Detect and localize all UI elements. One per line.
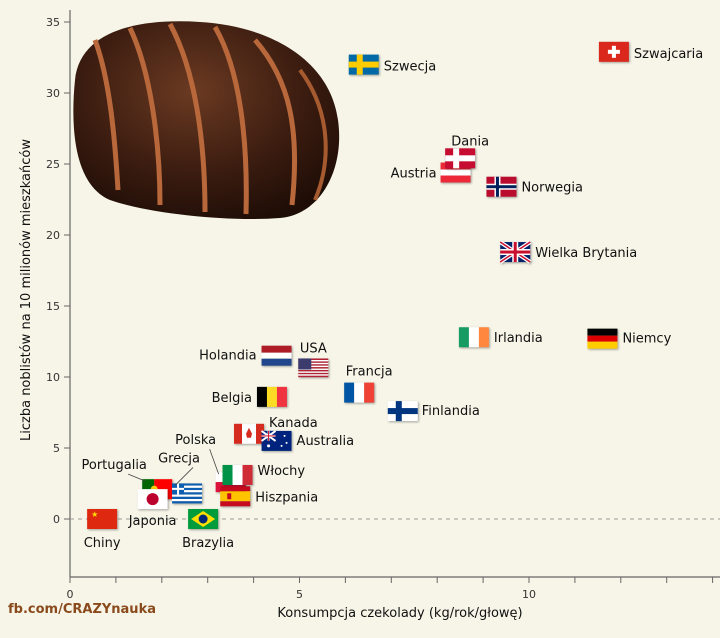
flag-marker-gr [172, 483, 203, 504]
flag-marker-se [348, 54, 379, 75]
point-label: Finlandia [422, 404, 480, 419]
point-label: Brazylia [182, 536, 234, 551]
flag-marker-dk [445, 148, 476, 169]
point-label: Szwecja [384, 60, 436, 75]
leader-line [128, 473, 146, 482]
y-tick-label: 15 [46, 300, 60, 313]
point-label: Hiszpania [255, 490, 318, 505]
flag-marker-fr [344, 382, 375, 403]
point-label: Szwajcaria [634, 47, 703, 62]
leader-line [209, 448, 220, 475]
x-tick-label: 10 [522, 588, 536, 601]
flag-marker-es [220, 486, 251, 507]
point-label: Kanada [269, 416, 318, 431]
flag-marker-br [188, 509, 219, 529]
y-tick-label: 20 [46, 229, 60, 242]
point-label: Dania [451, 134, 489, 149]
leader-line [174, 467, 194, 486]
flag-marker-jp [137, 489, 168, 510]
chocolate-praline-image [73, 21, 340, 220]
point-label: Chiny [84, 536, 121, 551]
y-tick-label: 25 [46, 158, 60, 171]
point-label: Belgia [212, 391, 252, 406]
point-label: Niemcy [622, 332, 671, 347]
y-tick-label: 0 [53, 513, 60, 526]
flag-marker-ca [234, 423, 265, 444]
flag-marker-be [256, 386, 287, 407]
point-label: Norwegia [521, 181, 582, 196]
point-label: Grecja [158, 451, 200, 466]
y-tick-label: 10 [46, 371, 60, 384]
point-label: Wielka Brytania [535, 246, 637, 261]
y-tick-label: 35 [46, 16, 60, 29]
flag-marker-au [260, 430, 292, 451]
point-label: Australia [297, 434, 355, 449]
point-label: Portugalia [81, 458, 146, 473]
y-tick-label: 30 [46, 87, 60, 100]
svg-text:★: ★ [91, 510, 98, 519]
flag-marker-gb [499, 240, 532, 264]
point-label: Francja [346, 365, 393, 380]
flag-marker-nl [261, 345, 292, 366]
point-label: USA [300, 341, 327, 356]
point-label: Włochy [258, 464, 306, 479]
flag-marker-fi [387, 401, 418, 422]
point-label: Polska [175, 433, 216, 448]
flag-marker-us [298, 358, 329, 378]
x-tick-label: 5 [296, 588, 303, 601]
credit-link[interactable]: fb.com/CRAZYnauka [8, 602, 156, 617]
flag-marker-no [486, 176, 517, 197]
flag-marker-de [587, 328, 618, 349]
flag-marker-it [222, 464, 253, 485]
x-axis-title: Konsumpcja czekolady (kg/rok/głowę) [277, 606, 522, 621]
point-label: Austria [391, 167, 437, 182]
flag-marker-ch [598, 41, 629, 62]
flag-marker-ie [458, 327, 489, 348]
point-label: Irlandia [494, 331, 543, 346]
y-axis-title: Liczba noblistów na 10 milionów mieszkań… [19, 139, 34, 441]
x-tick-label: 0 [67, 588, 74, 601]
point-label: Holandia [199, 349, 256, 364]
point-label: Japonia [128, 514, 177, 529]
y-tick-label: 5 [53, 442, 60, 455]
flag-marker-cn: ★ [87, 509, 118, 529]
